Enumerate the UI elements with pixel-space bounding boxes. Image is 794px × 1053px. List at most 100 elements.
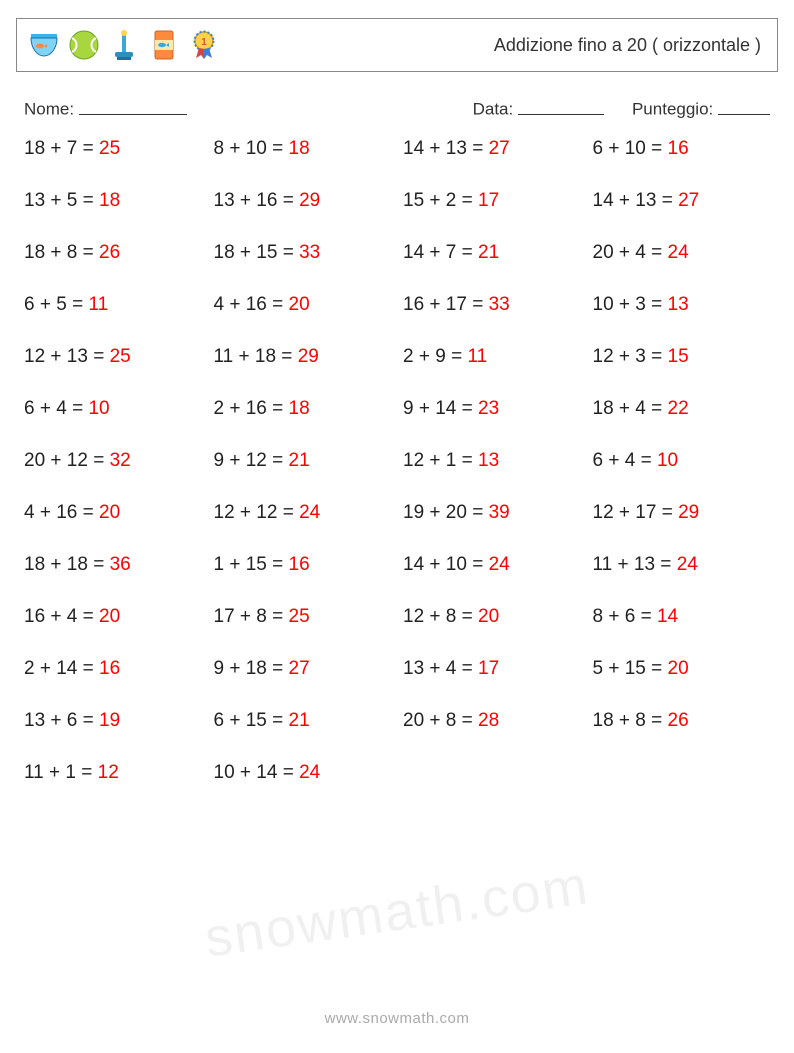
operand-b: 6 (625, 606, 636, 627)
operand-a: 1 (214, 554, 225, 575)
operand-a: 16 (24, 606, 45, 627)
problem-cell: 12 + 3 = 15 (593, 346, 771, 368)
answer: 20 (99, 606, 120, 627)
award-ribbon-icon: 1 (187, 28, 221, 62)
operand-b: 3 (635, 294, 646, 315)
operand-b: 4 (635, 398, 646, 419)
operand-a: 2 (214, 398, 225, 419)
operand-b: 18 (67, 554, 88, 575)
operand-a: 19 (403, 502, 424, 523)
operand-b: 4 (635, 242, 646, 263)
answer: 24 (677, 554, 698, 575)
operand-b: 8 (67, 242, 78, 263)
operand-a: 6 (593, 450, 604, 471)
problem-cell: 12 + 17 = 29 (593, 502, 771, 524)
name-label: Nome: (24, 100, 74, 119)
operand-a: 8 (214, 138, 225, 159)
operand-a: 18 (24, 138, 45, 159)
operand-a: 12 (403, 606, 424, 627)
answer: 16 (668, 138, 689, 159)
answer: 10 (657, 450, 678, 471)
problem-cell: 12 + 12 = 24 (214, 502, 392, 524)
fishbowl-icon (27, 28, 61, 62)
operand-b: 16 (256, 190, 277, 211)
operand-a: 16 (403, 294, 424, 315)
answer: 27 (289, 658, 310, 679)
operand-b: 5 (67, 190, 78, 211)
answer: 10 (88, 398, 109, 419)
operand-a: 6 (214, 710, 225, 731)
problem-cell: 12 + 1 = 13 (403, 450, 581, 472)
operand-a: 6 (24, 398, 35, 419)
answer: 21 (478, 242, 499, 263)
answer: 22 (668, 398, 689, 419)
answer: 16 (99, 658, 120, 679)
problem-cell: 5 + 15 = 20 (593, 658, 771, 680)
answer: 29 (298, 346, 319, 367)
operand-a: 9 (214, 450, 225, 471)
problem-cell: 8 + 6 = 14 (593, 606, 771, 628)
operand-b: 15 (625, 658, 646, 679)
problem-cell: 14 + 10 = 24 (403, 554, 581, 576)
date-label: Data: (473, 100, 514, 119)
answer: 32 (110, 450, 131, 471)
watermark-text: snowmath.com (201, 854, 593, 969)
problem-cell: 14 + 13 = 27 (593, 190, 771, 212)
answer: 16 (289, 554, 310, 575)
answer: 24 (299, 762, 320, 783)
answer: 14 (657, 606, 678, 627)
operand-b: 14 (435, 398, 456, 419)
operand-a: 12 (214, 502, 235, 523)
operand-b: 9 (435, 346, 446, 367)
operand-b: 13 (635, 190, 656, 211)
answer: 24 (299, 502, 320, 523)
operand-b: 3 (635, 346, 646, 367)
meta-row: Nome: Data: Punteggio: (16, 72, 778, 130)
score-blank[interactable] (718, 96, 770, 115)
problem-cell: 1 + 15 = 16 (214, 554, 392, 576)
footer-url: www.snowmath.com (0, 1010, 794, 1027)
operand-a: 5 (593, 658, 604, 679)
answer: 29 (299, 190, 320, 211)
operand-a: 13 (24, 190, 45, 211)
operand-b: 15 (256, 242, 277, 263)
svg-text:1: 1 (201, 37, 207, 48)
operand-a: 20 (24, 450, 45, 471)
operand-b: 7 (446, 242, 457, 263)
operand-a: 12 (593, 502, 614, 523)
problem-cell: 4 + 16 = 20 (24, 502, 202, 524)
operand-b: 5 (56, 294, 67, 315)
operand-b: 17 (446, 294, 467, 315)
header-icons: 1 (27, 28, 221, 62)
operand-b: 12 (256, 502, 277, 523)
problem-cell: 19 + 20 = 39 (403, 502, 581, 524)
operand-b: 20 (446, 502, 467, 523)
answer: 20 (478, 606, 499, 627)
operand-b: 10 (446, 554, 467, 575)
operand-a: 9 (403, 398, 414, 419)
problem-cell: 13 + 5 = 18 (24, 190, 202, 212)
operand-a: 11 (593, 554, 613, 575)
operand-b: 6 (67, 710, 78, 731)
operand-a: 18 (593, 710, 614, 731)
worksheet-title: Addizione fino a 20 ( orizzontale ) (494, 35, 767, 56)
operand-b: 1 (65, 762, 76, 783)
problem-cell: 2 + 16 = 18 (214, 398, 392, 420)
operand-b: 12 (246, 450, 267, 471)
operand-b: 18 (255, 346, 276, 367)
operand-b: 4 (67, 606, 78, 627)
answer: 36 (110, 554, 131, 575)
answer: 26 (668, 710, 689, 731)
operand-b: 1 (446, 450, 457, 471)
operand-b: 8 (256, 606, 267, 627)
canned-fish-icon (147, 28, 181, 62)
operand-a: 2 (403, 346, 414, 367)
problem-cell: 10 + 14 = 24 (214, 762, 392, 784)
answer: 23 (478, 398, 499, 419)
operand-b: 15 (246, 710, 267, 731)
operand-a: 15 (403, 190, 424, 211)
name-blank[interactable] (79, 96, 187, 115)
date-blank[interactable] (518, 96, 604, 115)
operand-b: 13 (634, 554, 655, 575)
answer: 27 (678, 190, 699, 211)
